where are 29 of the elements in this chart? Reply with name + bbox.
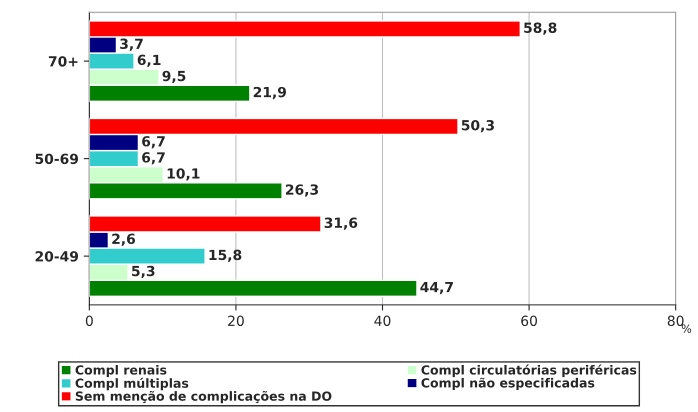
data-label: 31,6 (324, 217, 358, 230)
data-label: 6,1 (138, 54, 160, 67)
data-label: 10,1 (168, 168, 200, 181)
data-label: 9,5 (162, 70, 186, 84)
data-label: 50,3 (462, 120, 494, 132)
x-tick-label: 0 (86, 316, 93, 326)
x-tick-label: 40 (374, 316, 390, 326)
data-label: 21,9 (254, 86, 286, 100)
x-tick-label: 80 (668, 316, 684, 326)
data-label: 44,7 (420, 282, 453, 294)
legend-label: Compl não especificadas (421, 378, 594, 390)
x-tick-label: 20 (228, 316, 244, 326)
y-tick-label: 20-49 (36, 251, 78, 262)
x-tick-label: 60 (521, 316, 537, 326)
y-tick-label: 50-69 (36, 154, 78, 164)
data-label: 3,7 (120, 38, 143, 51)
data-label: 2,6 (112, 234, 136, 246)
data-label: 26,3 (286, 184, 318, 197)
legend-label: Sem menção de complicações na DO (76, 390, 332, 404)
data-label: 6,7 (142, 152, 165, 164)
legend-label: Compl circulatórias periféricas (421, 364, 636, 378)
data-label: 5,3 (132, 266, 154, 278)
legend-label: Compl múltiplas (76, 378, 188, 390)
data-label: 58,8 (524, 22, 556, 35)
data-label: 15,8 (209, 250, 242, 262)
legend-label: Compl renais (76, 364, 166, 378)
x-axis-title: % (682, 324, 692, 333)
y-tick-label: 70+ (48, 56, 78, 67)
data-label: 6,7 (142, 136, 165, 148)
